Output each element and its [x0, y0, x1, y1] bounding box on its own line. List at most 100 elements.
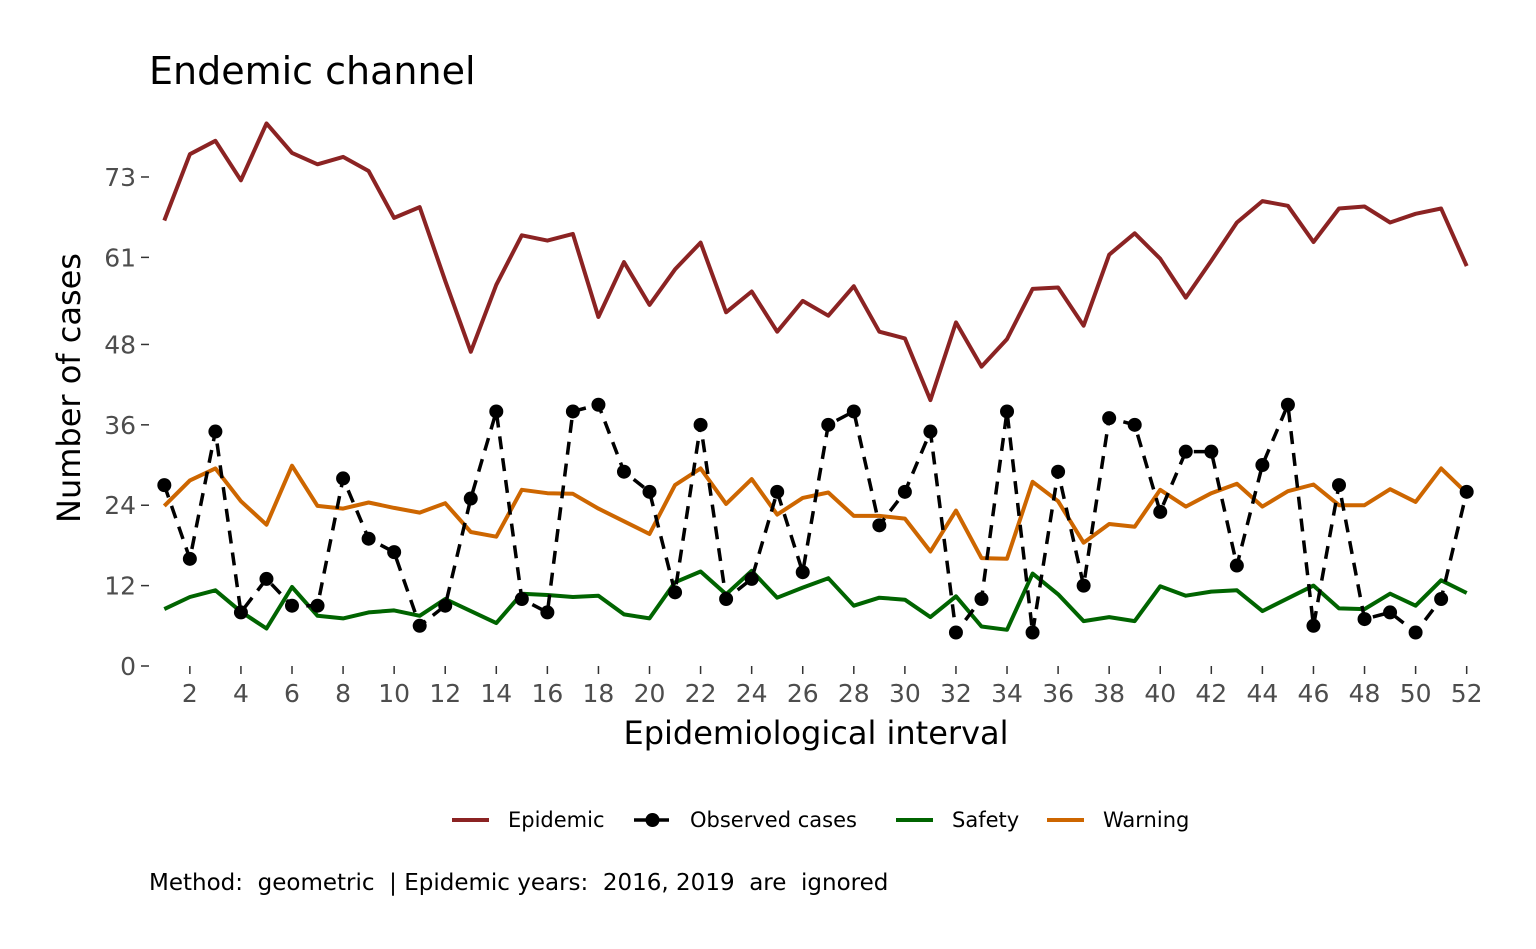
- x-tick-label: 12: [429, 679, 461, 708]
- observed-cases-point: [591, 397, 606, 412]
- observed-cases-point: [489, 404, 504, 419]
- observed-cases-point: [923, 424, 938, 439]
- y-tick-label: 0: [120, 652, 136, 681]
- observed-cases-point: [616, 464, 631, 479]
- observed-cases-point: [1459, 484, 1474, 499]
- observed-cases-point: [1280, 397, 1295, 412]
- chart-title: Endemic channel: [149, 49, 476, 93]
- observed-cases-point: [719, 592, 734, 607]
- y-tick-label: 12: [104, 572, 136, 601]
- observed-cases-point: [1102, 411, 1117, 426]
- x-tick-label: 20: [634, 679, 666, 708]
- observed-cases-point: [463, 491, 478, 506]
- x-tick-label: 4: [233, 679, 249, 708]
- observed-cases-point: [1204, 444, 1219, 459]
- x-tick-label: 52: [1451, 679, 1483, 708]
- observed-cases-point: [208, 424, 223, 439]
- observed-cases-point: [846, 404, 861, 419]
- x-tick-label: 38: [1093, 679, 1125, 708]
- observed-cases-point: [1153, 504, 1168, 519]
- observed-cases-point: [821, 417, 836, 432]
- x-tick-label: 48: [1349, 679, 1381, 708]
- observed-cases-point: [565, 404, 580, 419]
- epidemic-series-line: [162, 121, 1469, 403]
- observed-cases-point: [1229, 558, 1244, 573]
- warning-series-line: [162, 463, 1469, 561]
- safety-series-line: [163, 568, 1468, 632]
- x-tick-label: 30: [889, 679, 921, 708]
- x-tick-label: 44: [1246, 679, 1278, 708]
- legend-key-point: [645, 813, 660, 827]
- x-tick-label: 16: [531, 679, 563, 708]
- observed-cases-point: [1025, 625, 1040, 640]
- x-axis-title: Epidemiological interval: [624, 714, 1009, 752]
- observed-cases-point: [1357, 612, 1372, 627]
- observed-cases-point: [1127, 417, 1142, 432]
- observed-cases-point: [412, 618, 427, 633]
- observed-cases-point: [897, 484, 912, 499]
- observed-cases-point: [770, 484, 785, 499]
- x-tick-label: 40: [1144, 679, 1176, 708]
- x-tick-label: 8: [335, 679, 351, 708]
- observed-cases-point: [361, 531, 376, 546]
- observed-cases-point: [336, 471, 351, 486]
- x-tick-label: 50: [1400, 679, 1432, 708]
- observed-cases-point: [948, 625, 963, 640]
- x-tick-label: 28: [838, 679, 870, 708]
- observed-cases-point: [1331, 478, 1346, 493]
- observed-cases-point: [540, 605, 555, 620]
- plot-area: [157, 121, 1474, 640]
- observed-cases-point: [642, 484, 657, 499]
- observed-cases-point: [387, 545, 402, 560]
- x-tick-label: 42: [1195, 679, 1227, 708]
- observed-cases-point: [1178, 444, 1193, 459]
- x-tick-label: 10: [378, 679, 410, 708]
- observed-cases-point: [285, 598, 300, 613]
- observed-cases-point: [974, 592, 989, 607]
- x-tick-label: 14: [480, 679, 512, 708]
- observed-cases-point: [233, 605, 248, 620]
- observed-cases-point: [1051, 464, 1066, 479]
- observed-cases-point: [668, 585, 683, 600]
- observed-cases-point: [310, 598, 325, 613]
- x-tick-label: 2: [182, 679, 198, 708]
- observed-cases-point: [1434, 592, 1449, 607]
- legend-label-warning: Warning: [1103, 808, 1189, 832]
- x-tick-label: 46: [1298, 679, 1330, 708]
- observed-cases-point: [1306, 618, 1321, 633]
- observed-cases-point: [1383, 605, 1398, 620]
- observed-cases-series-line: [162, 402, 1469, 635]
- observed-cases-point: [1000, 404, 1015, 419]
- x-tick-label: 24: [736, 679, 768, 708]
- observed-cases-point: [182, 551, 197, 566]
- y-tick-label: 24: [104, 491, 136, 520]
- y-tick-label: 36: [104, 411, 136, 440]
- y-axis: 0 12 24 36 48 61 73: [104, 163, 149, 681]
- x-tick-label: 18: [583, 679, 615, 708]
- legend-label-epidemic: Epidemic: [508, 808, 605, 832]
- chart-caption: Method: geometric | Epidemic years: 2016…: [149, 870, 888, 896]
- observed-cases-point: [157, 478, 172, 493]
- x-tick-label: 34: [991, 679, 1023, 708]
- legend-label-observed-cases: Observed cases: [690, 808, 857, 832]
- y-tick-label: 61: [104, 243, 136, 272]
- x-tick-label: 36: [1042, 679, 1074, 708]
- observed-cases-point: [1255, 458, 1270, 473]
- y-tick-label: 48: [104, 330, 136, 359]
- x-tick-label: 6: [284, 679, 300, 708]
- y-tick-label: 73: [104, 163, 136, 192]
- observed-cases-point: [1076, 578, 1091, 593]
- observed-cases-point: [1408, 625, 1423, 640]
- observed-cases-point: [744, 571, 759, 586]
- observed-cases-point: [514, 592, 529, 607]
- x-tick-label: 22: [685, 679, 717, 708]
- observed-cases-point: [795, 565, 810, 580]
- x-tick-label: 26: [787, 679, 819, 708]
- x-tick-label: 32: [940, 679, 972, 708]
- legend-label-safety: Safety: [952, 808, 1019, 832]
- legend: Epidemic Observed cases Safety Warning: [452, 808, 1189, 832]
- x-axis: 2 4 6 8 10 12 14 16 18 20 22 24 26 28 30 32 34 36 38 40 42 44…: [182, 666, 1483, 708]
- observed-cases-point: [872, 518, 887, 533]
- observed-cases-point: [259, 571, 274, 586]
